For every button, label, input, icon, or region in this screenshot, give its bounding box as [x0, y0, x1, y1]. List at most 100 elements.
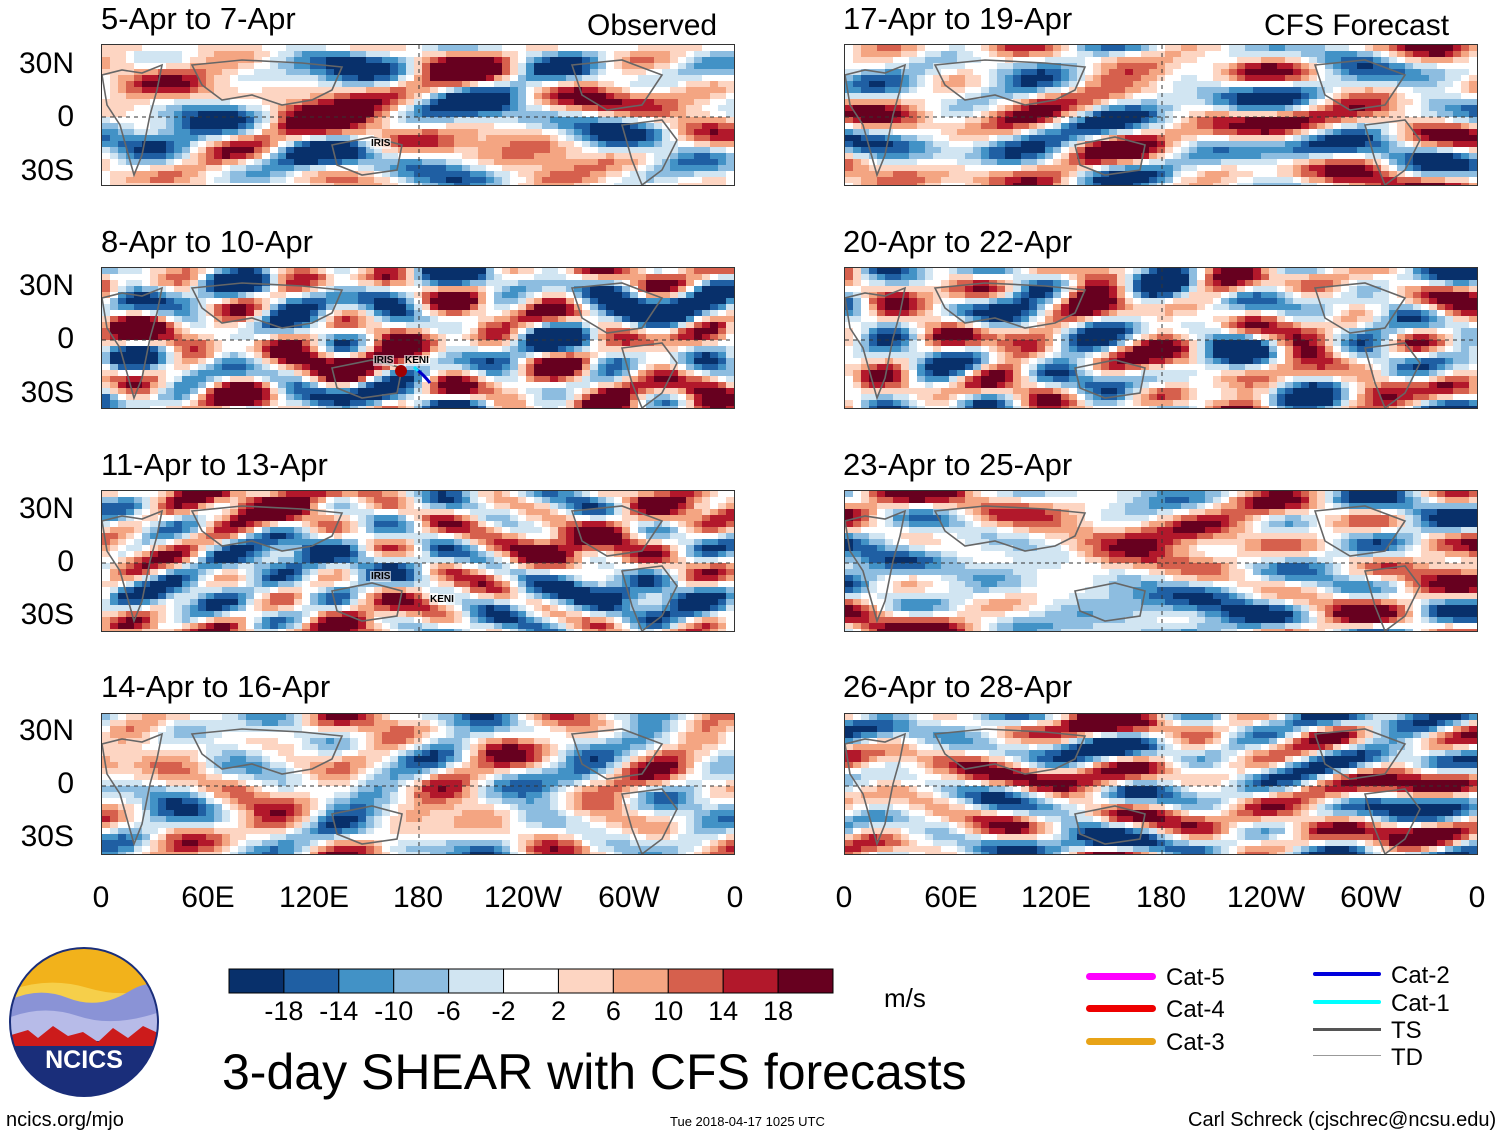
colorbar-tick-label: -2: [491, 996, 516, 1026]
map-panel-4: [101, 713, 735, 855]
coastline: [190, 728, 344, 775]
colorbar-swatch-2: [283, 968, 340, 994]
coastline: [620, 565, 678, 631]
coastline: [1074, 805, 1146, 845]
storm-track-keni-cat1: [412, 365, 420, 373]
coastline: [1074, 136, 1146, 176]
panel-title-7: 23-Apr to 25-Apr: [843, 447, 1073, 482]
shear-field: [845, 268, 1477, 408]
panel-title-3: 11-Apr to 13-Apr: [101, 447, 328, 482]
coastline: [933, 59, 1087, 106]
ytick-30s-1: 30S: [20, 154, 74, 187]
coastline: [190, 505, 344, 552]
colorbar-tick-label: -18: [264, 996, 304, 1026]
xtick-left-0b: 0: [726, 881, 744, 914]
colorbar-swatch-11: [777, 968, 834, 994]
colorbar-swatch-5: [448, 968, 505, 994]
coastline: [1313, 282, 1407, 334]
map-panel-6: [844, 267, 1478, 409]
storm-marker-iris: [395, 365, 407, 377]
coastline: [620, 119, 678, 185]
colorbar-tick-label: 18: [763, 996, 794, 1026]
ytick-30s-4: 30S: [20, 820, 74, 853]
legend-line-cat1: [1313, 1000, 1381, 1004]
coastline: [1363, 788, 1421, 854]
coastline: [1363, 565, 1421, 631]
xtick-left-60e: 60E: [181, 881, 235, 914]
coastline: [331, 359, 403, 399]
coastline: [845, 732, 907, 847]
xtick-left-60w: 60W: [598, 881, 660, 914]
coastline: [331, 136, 403, 176]
footer-url[interactable]: ncics.org/mjo: [6, 1109, 124, 1131]
shear-field: [845, 491, 1477, 631]
colorbar-tick-label: 2: [550, 996, 566, 1026]
storm-label-iris-3: IRIS: [370, 571, 392, 582]
xtick-left-180: 180: [392, 881, 444, 914]
storm-label-iris-2: IRIS: [373, 355, 395, 366]
coastline: [933, 728, 1087, 775]
legend-line-td: [1313, 1055, 1381, 1056]
legend-label-cat2: Cat-2: [1391, 962, 1450, 989]
panel-title-6: 20-Apr to 22-Apr: [843, 224, 1073, 259]
panel-title-8: 26-Apr to 28-Apr: [843, 669, 1073, 704]
coastline: [190, 282, 344, 329]
xtick-left-120e: 120E: [278, 881, 350, 914]
coastline: [331, 805, 403, 845]
shear-field: [102, 268, 734, 408]
colorbar-tick-label: -14: [319, 996, 359, 1026]
coastline: [102, 509, 164, 624]
map-panel-2: [101, 267, 735, 409]
coastline: [570, 505, 664, 557]
legend-label-td: TD: [1391, 1044, 1423, 1071]
xtick-right-60e: 60E: [924, 881, 978, 914]
storm-label-keni-2: KENI: [404, 355, 430, 366]
ytick-30s-3: 30S: [20, 598, 74, 631]
storm-label-keni-3: KENI: [429, 594, 455, 605]
colorbar-swatch-4: [393, 968, 450, 994]
shear-field: [845, 714, 1477, 854]
coastline: [620, 342, 678, 408]
footer-author: Carl Schreck (cjschrec@ncsu.edu): [1188, 1109, 1497, 1131]
coastline: [1074, 359, 1146, 399]
colorbar-tick-label: -10: [374, 996, 414, 1026]
coastline: [1313, 728, 1407, 780]
coastline: [933, 505, 1087, 552]
map-panel-7: [844, 490, 1478, 632]
forecast-label: CFS Forecast: [1264, 9, 1450, 42]
coastline: [570, 728, 664, 780]
coastline: [1363, 342, 1421, 408]
legend-label-cat4: Cat-4: [1166, 996, 1225, 1023]
ncics-logo: NCICS: [9, 947, 159, 1097]
ytick-30n-3: 30N: [18, 492, 74, 525]
legend-label-cat5: Cat-5: [1166, 964, 1225, 991]
coastline: [102, 286, 164, 401]
ytick-30s-2: 30S: [20, 376, 74, 409]
colorbar-swatch-3: [338, 968, 395, 994]
colorbar-swatch-10: [722, 968, 779, 994]
chart-title: 3-day SHEAR with CFS forecasts: [222, 1044, 967, 1100]
ytick-30n-1: 30N: [18, 47, 74, 80]
coastline: [570, 282, 664, 334]
map-panel-5: [844, 44, 1478, 186]
storm-track-keni: [415, 367, 432, 384]
coastline: [845, 63, 907, 178]
coastline: [102, 732, 164, 847]
panel-title-5: 17-Apr to 19-Apr: [843, 1, 1073, 36]
xtick-right-0: 0: [835, 881, 853, 914]
panel-title-2: 8-Apr to 10-Apr: [101, 224, 313, 259]
colorbar-swatch-9: [667, 968, 724, 994]
legend-line-cat4: [1086, 1005, 1156, 1012]
colorbar-swatch-7: [557, 968, 614, 994]
coastline: [1363, 119, 1421, 185]
ytick-30n-2: 30N: [18, 269, 74, 302]
shear-field: [102, 491, 734, 631]
colorbar-swatch-8: [612, 968, 669, 994]
storm-label-iris-1: IRIS: [370, 138, 392, 149]
legend-label-ts: TS: [1391, 1017, 1422, 1044]
coastline: [1313, 505, 1407, 557]
coastline: [845, 509, 907, 624]
xtick-right-120w: 120W: [1226, 881, 1306, 914]
xtick-right-180: 180: [1135, 881, 1187, 914]
map-panel-3: [101, 490, 735, 632]
